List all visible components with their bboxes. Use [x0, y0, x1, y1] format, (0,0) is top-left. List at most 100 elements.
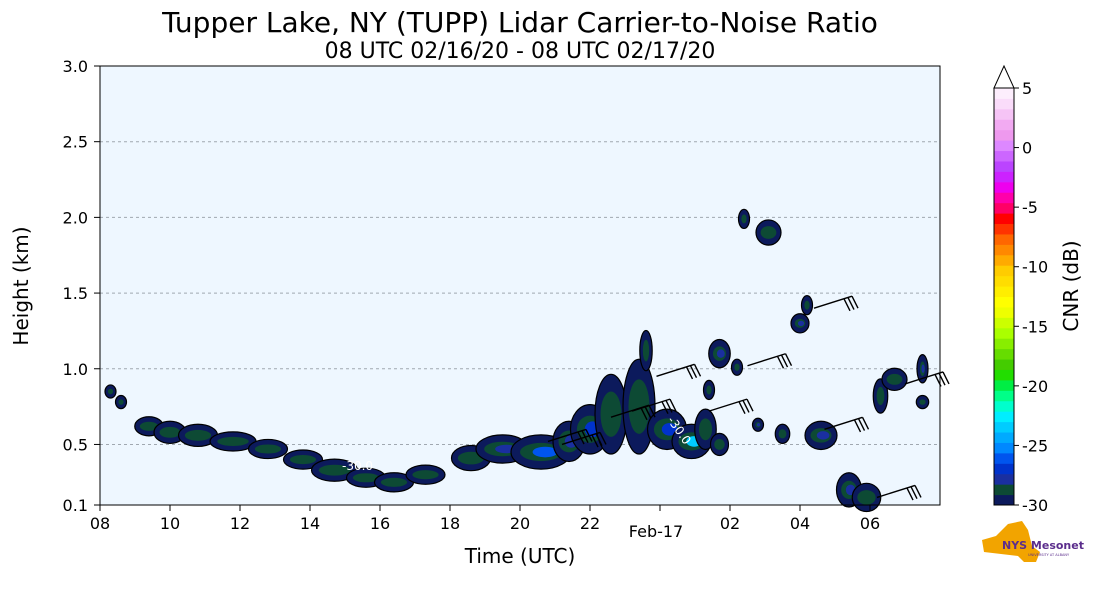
- wind-barb-shaft-9: [876, 484, 916, 499]
- colorbar-swatch-8: [994, 411, 1014, 423]
- wind-barb-flag-4-2: [685, 366, 694, 380]
- colorbar-swatch-4: [994, 452, 1014, 464]
- x-tick-label-3: 14: [300, 514, 320, 533]
- colorbar-swatch-0: [994, 494, 1014, 506]
- wind-barb-shaft-10: [904, 371, 944, 385]
- wind-barb-flag-2-1: [644, 406, 652, 419]
- echo-26: [734, 363, 740, 371]
- y-tick-label-4: 2.0: [63, 208, 88, 227]
- colorbar-swatch-26: [994, 223, 1014, 235]
- echo-24: [706, 385, 712, 395]
- x-axis-label: Time (UTC): [464, 544, 576, 568]
- wind-barb-9: [876, 484, 922, 501]
- wind-barb-flag-4-1: [689, 365, 698, 378]
- wind-barb-4: [656, 363, 702, 380]
- wind-barb-shaft-6: [747, 353, 786, 367]
- wind-barb-flag-9-2: [906, 487, 914, 501]
- y-tick-label-1: 0.5: [63, 435, 88, 454]
- echo-4: [184, 429, 212, 441]
- colorbar-swatch-7: [994, 421, 1014, 433]
- colorbar-swatch-19: [994, 296, 1014, 308]
- chart-subtitle: 08 UTC 02/16/20 - 08 UTC 02/17/20: [325, 39, 716, 64]
- echo-core-14: [532, 446, 558, 458]
- colorbar-tick-label-2: -5: [1022, 198, 1038, 217]
- wind-barb-flag-1-1: [595, 433, 603, 447]
- colorbar-swatch-31: [994, 171, 1014, 183]
- y-tick-label-5: 2.5: [63, 133, 88, 152]
- colorbar-swatch-15: [994, 338, 1014, 350]
- colorbar-label: CNR (dB): [1059, 240, 1083, 331]
- colorbar-swatch-1: [994, 484, 1014, 496]
- wind-barb-flag-6-0: [784, 353, 793, 367]
- echo-0: [107, 388, 114, 395]
- wind-barb-flag-9-1: [910, 486, 918, 500]
- echo-2: [139, 421, 159, 431]
- echo-core-33: [816, 431, 830, 440]
- wind-barb-shaft-1: [561, 431, 601, 446]
- wind-barb-shaft-4: [656, 363, 695, 377]
- wind-barb-flag-4-0: [693, 364, 702, 377]
- echo-core-38: [921, 364, 925, 373]
- echo-11: [412, 470, 439, 480]
- wind-barb-flag-1-2: [591, 434, 599, 448]
- colorbar-swatch-35: [994, 129, 1014, 141]
- wind-barb-shaft-3: [631, 398, 671, 412]
- colorbar-tick-label-6: -25: [1022, 436, 1048, 455]
- y-tick-label-3: 1.5: [63, 284, 88, 303]
- colorbar-extend-arrow: [993, 64, 1015, 89]
- wind-barb-flag-10-0: [942, 371, 950, 385]
- echo-9: [352, 473, 380, 483]
- echo-8: [318, 464, 351, 476]
- wind-barb-5: [708, 398, 754, 415]
- echo-core-29: [756, 423, 761, 427]
- wind-barb-shaft-8: [824, 416, 863, 430]
- colorbar-swatch-12: [994, 369, 1014, 381]
- wind-barb-flag-9-0: [914, 485, 922, 498]
- echo-5: [217, 436, 249, 446]
- x-tick-label-8: 02: [720, 514, 740, 533]
- echo-22: [698, 418, 713, 441]
- wind-barb-flag-8-2: [853, 419, 862, 433]
- colorbar-swatch-27: [994, 213, 1014, 225]
- echo-core-20: [661, 422, 678, 436]
- echo-37: [886, 373, 903, 385]
- echo-18: [628, 379, 650, 434]
- y-tick-label-6: 3.0: [63, 57, 88, 76]
- colorbar-frame: [993, 87, 1015, 506]
- echo-core-31: [797, 320, 805, 326]
- echo-35: [857, 490, 876, 505]
- wind-barb-flag-6-1: [780, 354, 789, 368]
- echo-32: [804, 300, 810, 310]
- echo-28: [760, 226, 777, 239]
- logo-subtext: UNIVERSITY AT ALBANY: [1028, 553, 1070, 557]
- colorbar-swatch-16: [994, 327, 1014, 339]
- x-tick-label-0: 08: [90, 514, 110, 533]
- colorbar-swatch-38: [994, 98, 1014, 110]
- wind-barb-flag-7-2: [843, 298, 851, 312]
- colorbar-swatch-18: [994, 306, 1014, 318]
- colorbar-swatch-29: [994, 192, 1014, 204]
- wind-barb-flag-7-1: [847, 297, 855, 310]
- wind-barb-8: [824, 416, 870, 433]
- colorbar-tick-label-1: 0: [1022, 139, 1032, 158]
- colorbar-swatch-33: [994, 150, 1014, 162]
- nys-mesonet-logo: NYS Mesonet UNIVERSITY AT ALBANY: [982, 521, 1084, 562]
- x-tick-label-5: 18: [440, 514, 460, 533]
- wind-barb-flag-8-0: [861, 416, 870, 430]
- echo-39: [919, 399, 926, 405]
- colorbar-tick-label-7: -30: [1022, 496, 1048, 515]
- echo-27: [741, 214, 747, 224]
- colorbar-swatch-28: [994, 202, 1014, 214]
- echo-19: [642, 339, 650, 362]
- x-tick-label-2: 12: [230, 514, 250, 533]
- colorbar-tick-label-3: -10: [1022, 258, 1048, 277]
- echo-30: [778, 429, 787, 439]
- x-tick-label-4: 16: [370, 514, 390, 533]
- wind-barb-3: [631, 398, 677, 415]
- x-tick-label-1: 10: [160, 514, 180, 533]
- echo-6: [254, 444, 282, 454]
- colorbar-swatch-6: [994, 432, 1014, 443]
- echo-3: [159, 426, 181, 438]
- colorbar-swatch-5: [994, 442, 1014, 454]
